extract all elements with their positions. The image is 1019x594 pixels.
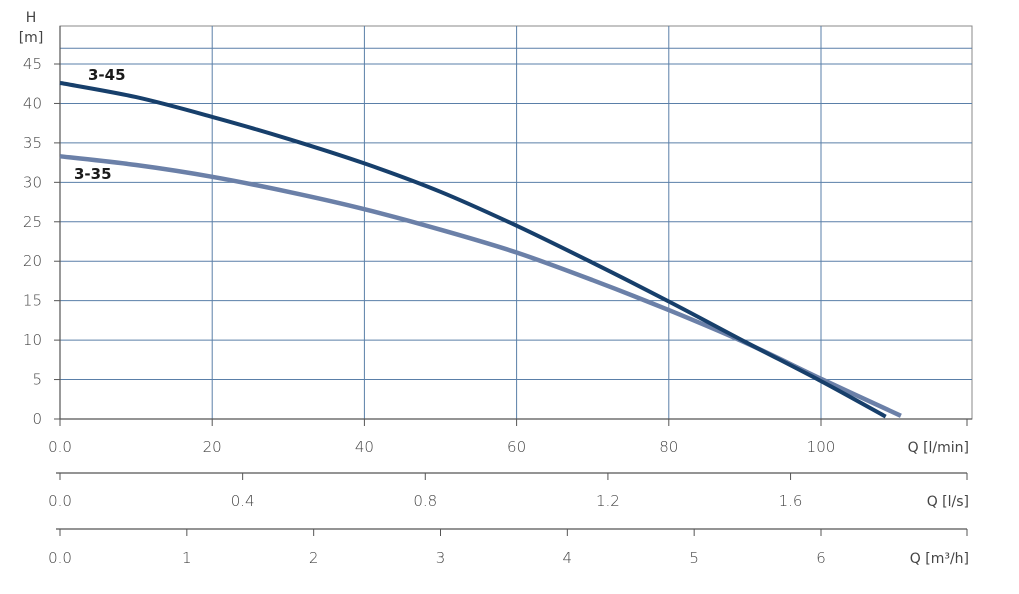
y-axis-title: H: [26, 10, 37, 26]
x-axis-title: Q [l/s]: [927, 494, 969, 510]
y-tick-label: 20: [23, 252, 42, 270]
plot-frame: [59, 25, 973, 420]
x-axis-1: 0.0 20 40 60 80 100 Q [l/min]: [48, 419, 969, 456]
x-tick-label: 60: [507, 438, 526, 456]
series-curve-3-45: [59, 80, 887, 419]
y-tick-label: 45: [23, 55, 42, 73]
y-tick-label: 10: [23, 331, 42, 349]
x-tick-label: 20: [203, 438, 222, 456]
series-label-3-45: 3-45: [88, 66, 126, 84]
y-tick-label: 40: [23, 94, 42, 112]
x-tick-label: 40: [355, 438, 374, 456]
series-curve-3-35: [59, 154, 902, 418]
y-axis-unit: [m]: [19, 30, 44, 46]
x-tick-label: 0.0: [48, 549, 72, 567]
series-label-3-35: 3-35: [74, 165, 112, 183]
x-tick-label: 3: [436, 549, 446, 567]
series-labels: 3-45 3-35: [74, 66, 126, 183]
pump-curves: [59, 80, 902, 419]
x-axis-2: 0.0 0.4 0.8 1.2 1.6 Q [l/s]: [48, 472, 969, 510]
x-tick-label: 0.0: [48, 438, 72, 456]
x-tick-label: 100: [807, 438, 836, 456]
x-axis-title: Q [m³/h]: [910, 551, 969, 567]
y-tick-label: 25: [23, 213, 42, 231]
x-tick-label: 80: [659, 438, 678, 456]
y-axis: H [m] 0 5 10 15 20 25 30 35 40 45: [19, 10, 44, 428]
x-tick-label: 0.8: [413, 492, 437, 510]
x-tick-label: 4: [563, 549, 573, 567]
x-tick-label: 5: [689, 549, 699, 567]
y-tick-label: 30: [23, 173, 42, 191]
x-tick-label: 1.6: [779, 492, 803, 510]
x-tick-label: 1.2: [596, 492, 620, 510]
y-tick-label: 15: [23, 292, 42, 310]
x-tick-label: 0.0: [48, 492, 72, 510]
grid: [54, 25, 973, 420]
x-axis-3: 0.0 1 2 3 4 5 6 Q [m³/h]: [48, 528, 969, 567]
y-tick-label: 35: [23, 134, 42, 152]
x-tick-label: 1: [182, 549, 192, 567]
x-tick-label: 2: [309, 549, 319, 567]
x-tick-label: 0.4: [231, 492, 255, 510]
x-axes: 0.0 20 40 60 80 100 Q [l/min] 0.0 0.4 0.8 1.2 1.6 Q …: [48, 419, 969, 567]
x-axis-title: Q [l/min]: [908, 440, 969, 456]
y-tick-label: 0: [32, 410, 42, 428]
y-tick-label: 5: [32, 371, 42, 389]
x-tick-label: 6: [816, 549, 826, 567]
